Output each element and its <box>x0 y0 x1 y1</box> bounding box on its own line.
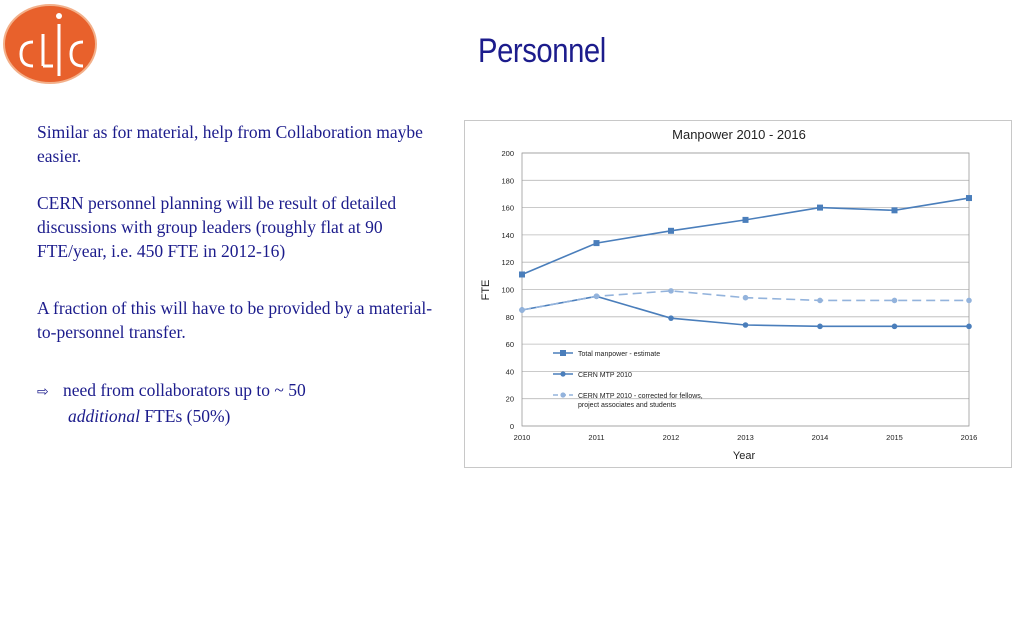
need-line-2: additional FTEs (50%) <box>37 404 417 428</box>
data-point <box>742 294 749 301</box>
paragraph-collaboration: Similar as for material, help from Colla… <box>37 122 423 166</box>
y-tick-label: 80 <box>506 313 514 322</box>
y-tick-label: 0 <box>510 422 514 431</box>
data-point <box>668 288 674 294</box>
x-tick-label: 2012 <box>663 433 680 442</box>
fte-text: FTEs (50%) <box>139 406 231 426</box>
y-tick-label: 180 <box>501 176 514 185</box>
paragraph-cern-planning: CERN personnel planning will be result o… <box>37 193 397 261</box>
data-point <box>668 227 674 234</box>
data-point <box>519 271 525 278</box>
data-point <box>966 297 972 304</box>
data-point <box>668 315 674 321</box>
data-point <box>891 297 898 304</box>
chart-title: Manpower 2010 - 2016 <box>672 127 806 142</box>
series-line-1 <box>521 197 970 276</box>
manpower-chart: Manpower 2010 - 2016 0 20 40 60 80 100 120 140 1… <box>464 120 1012 468</box>
legend-marker <box>560 371 566 377</box>
data-point <box>891 323 898 330</box>
x-tick-label: 2010 <box>514 433 531 442</box>
additional-emphasis: additional <box>68 406 140 426</box>
clic-logo <box>3 4 97 84</box>
y-tick-label: 60 <box>506 340 514 349</box>
x-tick-label: 2014 <box>812 433 829 442</box>
paragraph-collaborators-need: ⇨ need from collaborators up to ~ 50 addi… <box>37 378 417 428</box>
data-point <box>891 207 898 214</box>
y-tick-label: 160 <box>501 204 514 213</box>
data-point <box>966 195 972 202</box>
x-tick-label: 2015 <box>886 433 903 442</box>
data-point <box>519 307 525 313</box>
y-tick-label: 120 <box>501 258 514 267</box>
chart-svg: Manpower 2010 - 2016 0 20 40 60 80 100 120 140 1… <box>480 127 978 462</box>
data-point <box>966 323 972 330</box>
data-point <box>742 216 749 223</box>
legend-label: project associates and students <box>578 402 677 409</box>
y-axis-label: FTE <box>480 280 492 301</box>
y-tick-label: 40 <box>506 367 514 376</box>
y-tick-label: 100 <box>501 286 514 295</box>
data-point <box>593 240 600 247</box>
x-tick-label: 2013 <box>737 433 754 442</box>
data-point <box>593 293 600 300</box>
y-tick-label: 200 <box>501 149 514 158</box>
data-point <box>817 323 823 330</box>
paragraph-transfer: A fraction of this will have to be provi… <box>37 298 433 342</box>
y-tick-label: 20 <box>506 395 514 404</box>
x-tick-label: 2011 <box>588 433 604 442</box>
legend-label: CERN MTP 2010 <box>578 372 632 379</box>
x-tick-label: 2016 <box>961 433 978 442</box>
legend-label: Total manpower - estimate <box>578 351 660 358</box>
data-point <box>817 204 823 211</box>
legend-label: CERN MTP 2010 - corrected for fellows, <box>578 393 703 400</box>
legend-marker <box>560 350 566 356</box>
right-arrow-icon: ⇨ <box>37 384 49 400</box>
slide-title: Personnel <box>478 32 606 70</box>
need-text: need from collaborators up to ~ 50 <box>63 380 306 400</box>
y-tick-label: 140 <box>501 231 514 240</box>
legend-marker <box>560 392 566 398</box>
data-point <box>817 297 823 304</box>
plot-area <box>521 152 970 427</box>
data-point <box>742 322 749 328</box>
x-axis-label: Year <box>733 450 756 462</box>
need-line-1: ⇨ need from collaborators up to ~ 50 <box>37 378 417 404</box>
